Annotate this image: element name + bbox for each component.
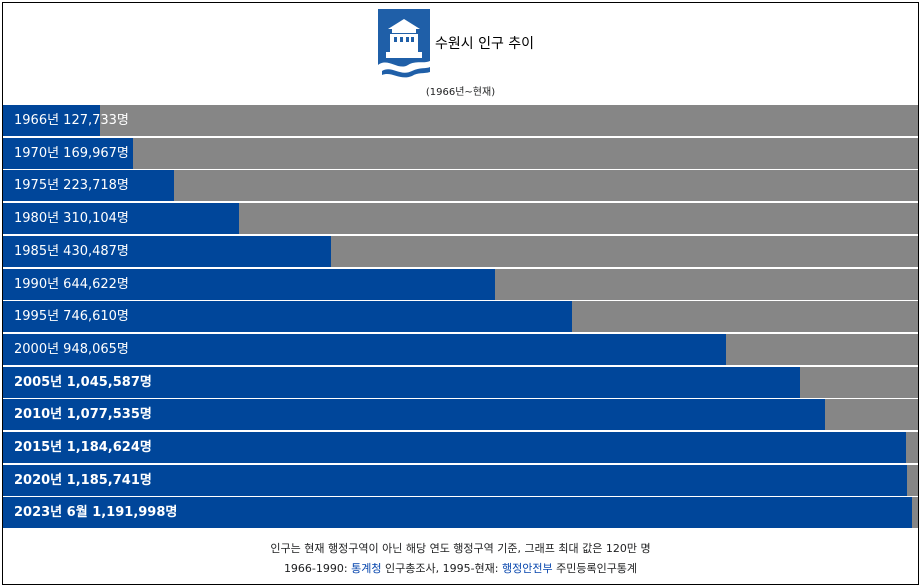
bar-row: 1970년 169,967명 <box>3 137 918 169</box>
bar-label: 2023년 6월 1,191,998명 <box>14 505 178 521</box>
bar <box>3 497 912 529</box>
source-link-statistics-korea[interactable]: 통계청 <box>351 562 382 575</box>
bar <box>3 333 726 365</box>
bar <box>3 366 801 398</box>
suwon-city-emblem-icon <box>378 9 430 80</box>
bar-label: 2010년 1,077,535명 <box>14 407 152 423</box>
bar-row: 1975년 223,718명 <box>3 170 918 202</box>
bar <box>3 301 573 333</box>
source-prefix: 1966-1990: <box>283 562 352 575</box>
chart-header: 수원시 인구 추이 (1966년~현재) <box>3 3 918 105</box>
bar-label: 1995년 746,610명 <box>14 309 129 325</box>
bar-row: 2005년 1,045,587명 <box>3 366 918 398</box>
bar <box>3 235 332 267</box>
bar-row: 1985년 430,487명 <box>3 235 918 267</box>
source-suffix: 주민등록인구통계 <box>552 562 638 575</box>
bar-label: 2015년 1,184,624명 <box>14 440 152 455</box>
bar <box>3 105 101 136</box>
bar-row: 2020년 1,185,741명 <box>3 464 918 496</box>
footer-source: 1966-1990: 통계청 인구총조사, 1995-현재: 행정안전부 주민등… <box>3 560 918 576</box>
source-link-ministry-interior[interactable]: 행정안전부 <box>501 562 553 575</box>
bar <box>3 432 907 463</box>
bar-row: 1995년 746,610명 <box>3 301 918 333</box>
bar-label: 1975년 223,718명 <box>14 178 129 194</box>
bar-row: 2000년 948,065명 <box>3 333 918 365</box>
bar-row: 1990년 644,622명 <box>3 268 918 300</box>
bar <box>3 268 495 300</box>
bar-row: 1966년 127,733명 <box>3 105 918 136</box>
bar <box>3 203 240 235</box>
bar <box>3 170 174 202</box>
bar-label: 2020년 1,185,741명 <box>14 472 152 488</box>
bar-label: 1990년 644,622명 <box>14 276 129 292</box>
source-middle: 인구총조사, 1995-현재: <box>381 562 502 575</box>
chart-footer: 인구는 현재 행정구역이 아닌 해당 연도 행정구역 기준, 그래프 최대 값은… <box>3 532 918 584</box>
bar <box>3 137 133 169</box>
bar-label: 2000년 948,065명 <box>14 341 129 357</box>
chart-subtitle: (1966년~현재) <box>425 87 496 98</box>
footer-note: 인구는 현재 행정구역이 아닌 해당 연도 행정구역 기준, 그래프 최대 값은… <box>270 542 651 555</box>
bar <box>3 399 825 431</box>
bar-row: 2010년 1,077,535명 <box>3 399 918 431</box>
bar-label: 1980년 310,104명 <box>14 211 129 227</box>
bar-label: 1985년 430,487명 <box>14 243 129 259</box>
bar-row: 2023년 6월 1,191,998명 <box>3 497 918 529</box>
bar-row: 2015년 1,184,624명 <box>3 432 918 463</box>
bar-label: 1970년 169,967명 <box>14 145 129 161</box>
bar-label: 1966년 127,733명 <box>14 113 129 128</box>
bar-row: 1980년 310,104명 <box>3 203 918 235</box>
chart-title: 수원시 인구 추이 <box>435 36 535 52</box>
bar-label: 2005년 1,045,587명 <box>14 374 152 390</box>
bar-chart-area: 1966년 127,733명 1970년 169,967명 1975년 223,71… <box>3 105 918 530</box>
bar <box>3 464 908 496</box>
